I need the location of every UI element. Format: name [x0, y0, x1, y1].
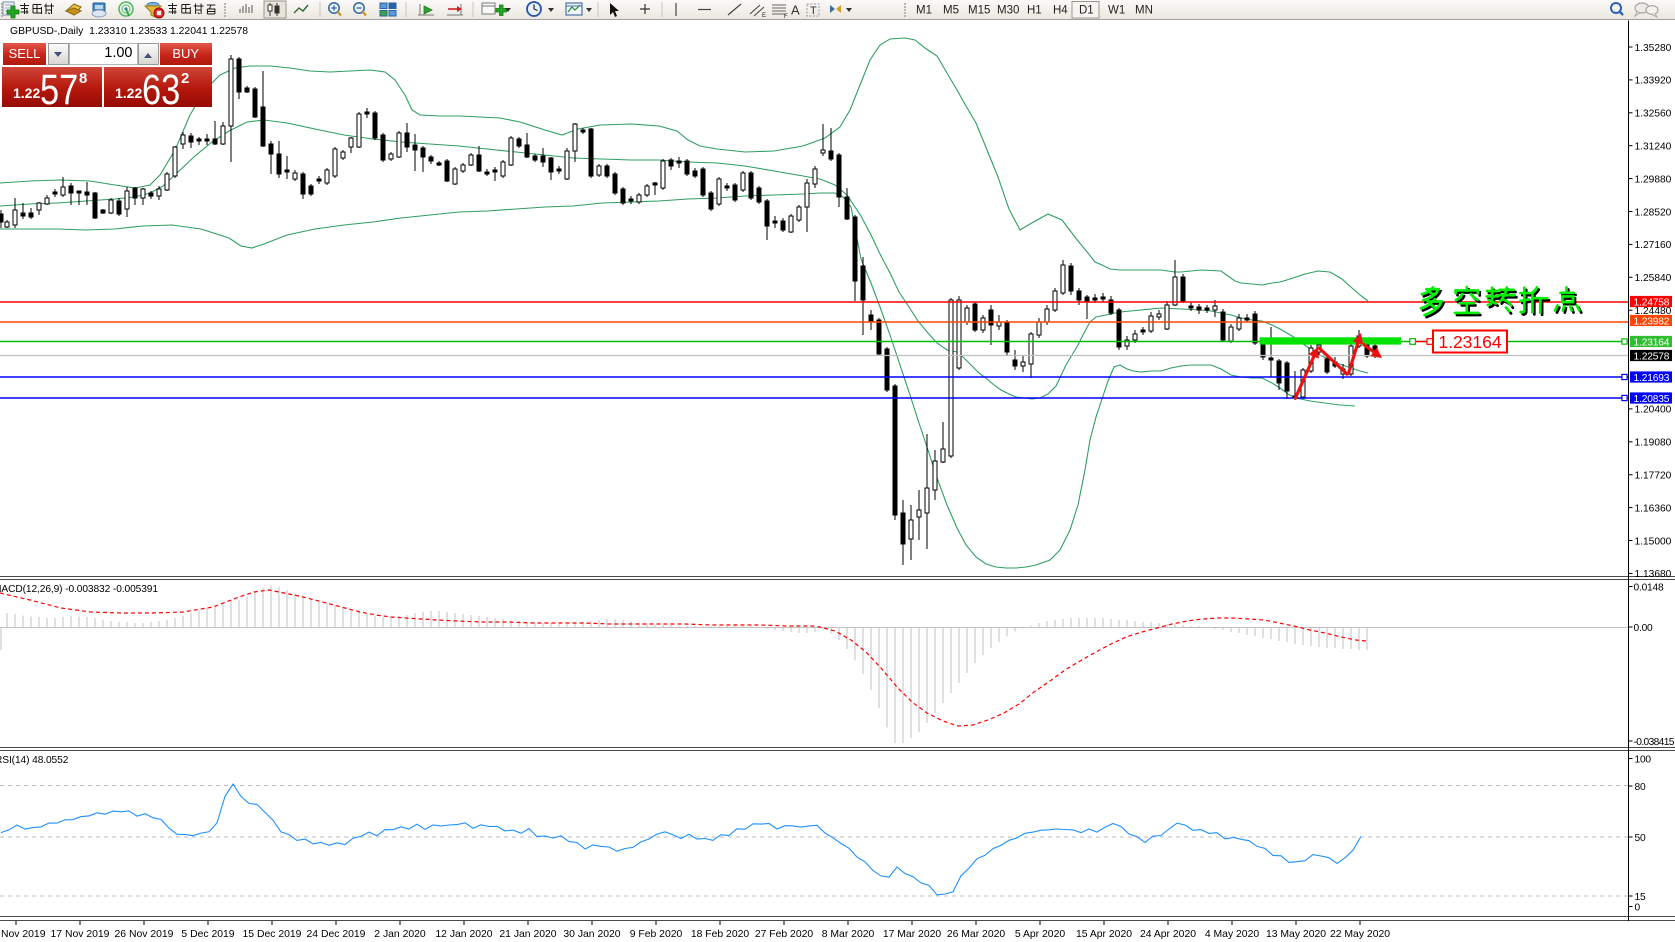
svg-text:1.21693: 1.21693: [1634, 373, 1670, 384]
svg-text:-0.038415: -0.038415: [1634, 737, 1675, 748]
svg-text:13 May 2020: 13 May 2020: [1266, 929, 1326, 940]
svg-text:1.27160: 1.27160: [1635, 240, 1672, 251]
svg-text:27 Feb 2020: 27 Feb 2020: [755, 929, 814, 940]
svg-text:MN: MN: [1135, 5, 1153, 17]
svg-text:24 Dec 2019: 24 Dec 2019: [307, 929, 366, 940]
svg-text:T: T: [810, 5, 817, 17]
svg-text:22 May 2020: 22 May 2020: [1330, 929, 1390, 940]
svg-text:50: 50: [1635, 833, 1646, 844]
svg-text:1.35280: 1.35280: [1635, 43, 1672, 54]
svg-text:15: 15: [1635, 892, 1646, 903]
svg-text:F: F: [784, 14, 788, 20]
svg-text:5 Dec 2019: 5 Dec 2019: [181, 929, 234, 940]
svg-text:1.16360: 1.16360: [1635, 503, 1672, 514]
svg-text:1.29880: 1.29880: [1635, 174, 1672, 185]
svg-text:18 Feb 2020: 18 Feb 2020: [691, 929, 750, 940]
svg-text:21 Jan 2020: 21 Jan 2020: [499, 929, 556, 940]
svg-text:0.0148: 0.0148: [1634, 582, 1664, 593]
svg-text:80: 80: [1635, 782, 1646, 793]
svg-text:15 Dec 2019: 15 Dec 2019: [243, 929, 302, 940]
svg-text:H4: H4: [1053, 5, 1068, 17]
svg-text:H1: H1: [1027, 5, 1042, 17]
svg-text:17 Nov 2019: 17 Nov 2019: [51, 929, 110, 940]
svg-text:1.31240: 1.31240: [1635, 142, 1672, 153]
svg-text:5 Apr 2020: 5 Apr 2020: [1015, 929, 1065, 940]
svg-text:M15: M15: [968, 5, 990, 17]
svg-text:W1: W1: [1108, 5, 1125, 17]
svg-text:E: E: [762, 13, 766, 19]
svg-text:1.32560: 1.32560: [1635, 109, 1672, 120]
svg-text:1.23164: 1.23164: [1634, 338, 1670, 349]
svg-text:24 Apr 2020: 24 Apr 2020: [1140, 929, 1196, 940]
svg-text:1.24758: 1.24758: [1634, 298, 1670, 309]
svg-text:100: 100: [1635, 754, 1652, 765]
svg-text:2 Jan 2020: 2 Jan 2020: [374, 929, 426, 940]
svg-text:1.19080: 1.19080: [1635, 438, 1672, 449]
svg-text:30 Jan 2020: 30 Jan 2020: [563, 929, 620, 940]
svg-text:1.13680: 1.13680: [1635, 569, 1672, 580]
svg-text:M30: M30: [997, 5, 1019, 17]
svg-text:1.22578: 1.22578: [1634, 352, 1670, 363]
svg-text:1.23164: 1.23164: [1438, 332, 1502, 352]
svg-text:12 Jan 2020: 12 Jan 2020: [435, 929, 492, 940]
svg-text:1.33920: 1.33920: [1635, 76, 1672, 87]
svg-text:15 Apr 2020: 15 Apr 2020: [1076, 929, 1132, 940]
svg-text:1.20400: 1.20400: [1635, 405, 1672, 416]
svg-text:0.00: 0.00: [1634, 623, 1654, 634]
svg-text:1.28520: 1.28520: [1635, 207, 1672, 218]
svg-text:MACD(12,26,9) -0.003832 -0.005: MACD(12,26,9) -0.003832 -0.005391: [0, 584, 158, 595]
svg-text:1.20835: 1.20835: [1634, 394, 1670, 405]
svg-text:Nov 2019: Nov 2019: [1, 929, 46, 940]
svg-text:8 Mar 2020: 8 Mar 2020: [822, 929, 875, 940]
svg-text:M5: M5: [943, 5, 959, 17]
svg-text:26 Nov 2019: 26 Nov 2019: [115, 929, 174, 940]
svg-text:9 Feb 2020: 9 Feb 2020: [630, 929, 683, 940]
svg-text:17 Mar 2020: 17 Mar 2020: [883, 929, 942, 940]
svg-text:1.17720: 1.17720: [1635, 471, 1672, 482]
svg-text:RSI(14) 48.0552: RSI(14) 48.0552: [0, 755, 69, 766]
svg-text:D1: D1: [1079, 5, 1094, 17]
svg-text:M1: M1: [916, 5, 932, 17]
svg-text:26 Mar 2020: 26 Mar 2020: [947, 929, 1006, 940]
svg-text:4 May 2020: 4 May 2020: [1205, 929, 1260, 940]
svg-text:A: A: [791, 3, 800, 18]
svg-text:0: 0: [1635, 902, 1641, 913]
svg-text:1.15000: 1.15000: [1635, 536, 1672, 547]
svg-text:1.25840: 1.25840: [1635, 273, 1672, 284]
svg-text:1.24480: 1.24480: [1635, 306, 1672, 317]
svg-text:1.23982: 1.23982: [1634, 317, 1670, 328]
